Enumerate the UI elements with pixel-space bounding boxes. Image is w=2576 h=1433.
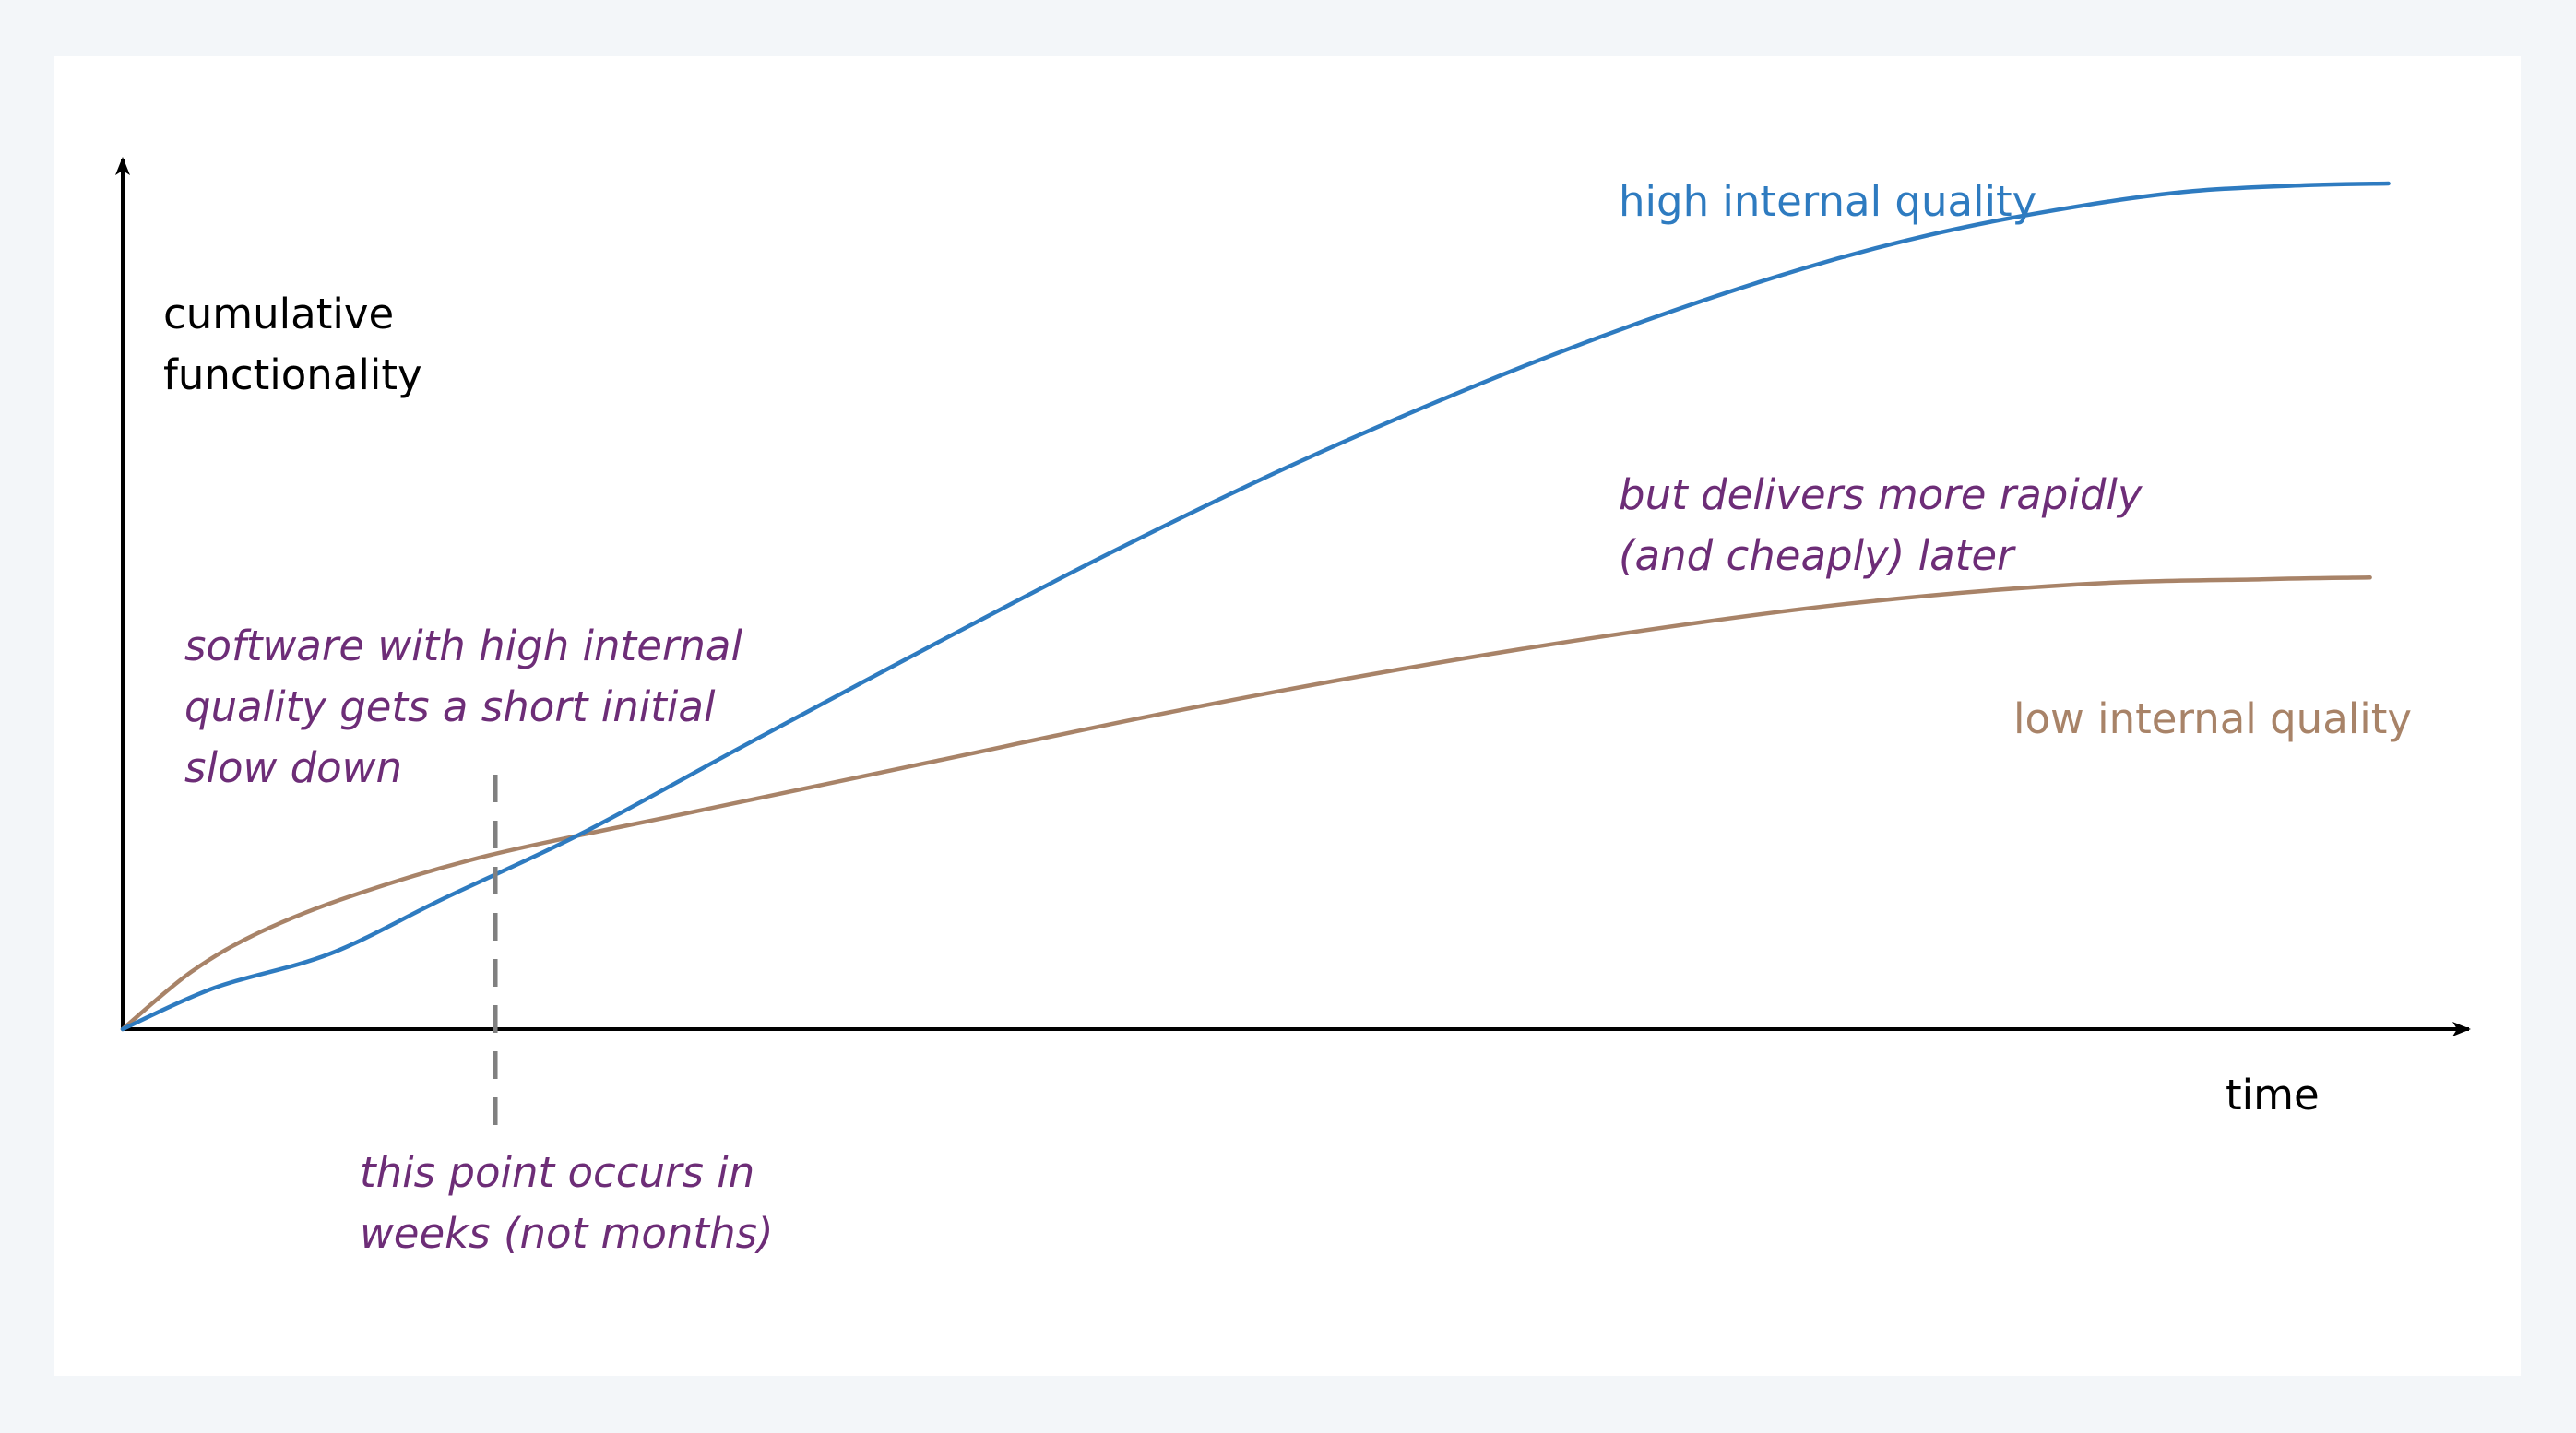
annotation-crossover-line-1: software with high internal (184, 622, 742, 670)
series-line-low-internal-quality (120, 575, 2372, 1032)
annotation-crossover-line-3: slow down (184, 743, 402, 792)
chart-card (54, 56, 2521, 1376)
series-label-high-internal-quality: high internal quality (1619, 177, 2036, 226)
series-label-low-internal-quality: low internal quality (2013, 694, 2412, 743)
annotation-later: but delivers more rapidly (and cheaply) … (1619, 470, 2155, 580)
annotation-crossover-line-2: quality gets a short initial (184, 682, 716, 731)
y-axis-label-line-1: cumulative (163, 290, 394, 338)
annotation-later-line-1: but delivers more rapidly (1619, 470, 2143, 519)
annotation-point-line-1: this point occurs in (360, 1148, 754, 1197)
series-line-high-internal-quality (120, 181, 2391, 1032)
y-axis-label-line-2: functionality (163, 350, 422, 399)
y-axis-label: cumulative functionality (163, 290, 422, 399)
annotation-point: this point occurs in weeks (not months) (360, 1148, 774, 1258)
annotation-point-line-2: weeks (not months) (360, 1209, 774, 1258)
annotation-crossover: software with high internal quality gets… (184, 622, 755, 792)
x-axis-label: time (2226, 1071, 2320, 1119)
annotation-later-line-2: (and cheaply) later (1619, 531, 2016, 580)
